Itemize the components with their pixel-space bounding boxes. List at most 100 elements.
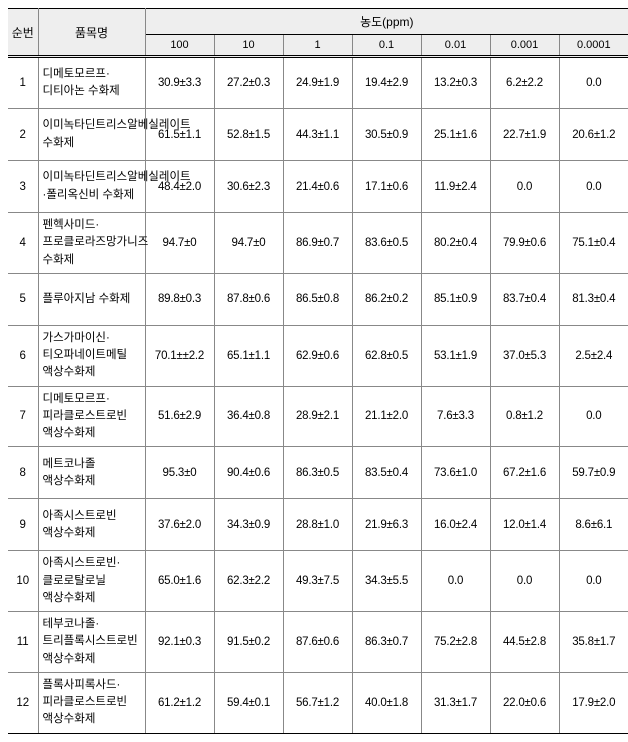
table-row: 4펜헥사미드·프로클로라즈망가니즈 수화제94.7±094.7±086.9±0.… bbox=[8, 213, 628, 274]
cell-value: 0.8±1.2 bbox=[490, 386, 559, 447]
cell-value: 44.3±1.1 bbox=[283, 109, 352, 161]
table-row: 12플록사피록사드·피라클로스트로빈 액상수화제61.2±1.259.4±0.1… bbox=[8, 672, 628, 733]
cell-value: 52.8±1.5 bbox=[214, 109, 283, 161]
cell-name: 펜헥사미드·프로클로라즈망가니즈 수화제 bbox=[38, 213, 145, 274]
cell-value: 48.4±2.0 bbox=[145, 161, 214, 213]
cell-value: 83.6±0.5 bbox=[352, 213, 421, 274]
cell-value: 30.6±2.3 bbox=[214, 161, 283, 213]
cell-value: 6.2±2.2 bbox=[490, 57, 559, 109]
cell-name: 메트코나졸 액상수화제 bbox=[38, 447, 145, 499]
cell-name: 테부코나졸·트리플록시스트로빈 액상수화제 bbox=[38, 612, 145, 673]
cell-value: 30.5±0.9 bbox=[352, 109, 421, 161]
cell-value: 21.4±0.6 bbox=[283, 161, 352, 213]
cell-value: 86.3±0.5 bbox=[283, 447, 352, 499]
cell-no: 1 bbox=[8, 57, 38, 109]
cell-no: 11 bbox=[8, 612, 38, 673]
cell-value: 59.7±0.9 bbox=[559, 447, 628, 499]
cell-value: 56.7±1.2 bbox=[283, 672, 352, 733]
cell-value: 0.0 bbox=[490, 161, 559, 213]
cell-name: 플루아지남 수화제 bbox=[38, 273, 145, 325]
cell-value: 11.9±2.4 bbox=[421, 161, 490, 213]
cell-value: 75.1±0.4 bbox=[559, 213, 628, 274]
cell-name: 디메토모르프·디티아논 수화제 bbox=[38, 57, 145, 109]
cell-value: 80.2±0.4 bbox=[421, 213, 490, 274]
header-conc-5: 0.001 bbox=[490, 35, 559, 57]
cell-value: 0.0 bbox=[559, 57, 628, 109]
cell-value: 0.0 bbox=[490, 551, 559, 612]
cell-value: 53.1±1.9 bbox=[421, 325, 490, 386]
cell-no: 4 bbox=[8, 213, 38, 274]
header-group: 농도(ppm) bbox=[145, 9, 628, 35]
cell-value: 27.2±0.3 bbox=[214, 57, 283, 109]
cell-value: 67.2±1.6 bbox=[490, 447, 559, 499]
data-table: 순번 품목명 농도(ppm) 100 10 1 0.1 0.01 0.001 0… bbox=[8, 8, 628, 734]
cell-value: 8.6±6.1 bbox=[559, 499, 628, 551]
header-no: 순번 bbox=[8, 9, 38, 57]
cell-value: 95.3±0 bbox=[145, 447, 214, 499]
cell-value: 85.1±0.9 bbox=[421, 273, 490, 325]
table-row: 10아족시스트로빈·클로로탈로닐 액상수화제65.0±1.662.3±2.249… bbox=[8, 551, 628, 612]
table-row: 5플루아지남 수화제89.8±0.387.8±0.686.5±0.886.2±0… bbox=[8, 273, 628, 325]
cell-value: 28.8±1.0 bbox=[283, 499, 352, 551]
cell-value: 13.2±0.3 bbox=[421, 57, 490, 109]
cell-value: 79.9±0.6 bbox=[490, 213, 559, 274]
cell-no: 12 bbox=[8, 672, 38, 733]
cell-value: 65.1±1.1 bbox=[214, 325, 283, 386]
cell-value: 24.9±1.9 bbox=[283, 57, 352, 109]
cell-value: 28.9±2.1 bbox=[283, 386, 352, 447]
cell-value: 17.1±0.6 bbox=[352, 161, 421, 213]
cell-value: 61.2±1.2 bbox=[145, 672, 214, 733]
cell-value: 65.0±1.6 bbox=[145, 551, 214, 612]
cell-value: 90.4±0.6 bbox=[214, 447, 283, 499]
cell-value: 87.6±0.6 bbox=[283, 612, 352, 673]
cell-value: 30.9±3.3 bbox=[145, 57, 214, 109]
cell-value: 0.0 bbox=[421, 551, 490, 612]
cell-name: 플록사피록사드·피라클로스트로빈 액상수화제 bbox=[38, 672, 145, 733]
cell-value: 86.2±0.2 bbox=[352, 273, 421, 325]
cell-no: 8 bbox=[8, 447, 38, 499]
cell-no: 6 bbox=[8, 325, 38, 386]
cell-value: 22.0±0.6 bbox=[490, 672, 559, 733]
cell-value: 21.9±6.3 bbox=[352, 499, 421, 551]
cell-value: 92.1±0.3 bbox=[145, 612, 214, 673]
cell-value: 0.0 bbox=[559, 551, 628, 612]
cell-value: 87.8±0.6 bbox=[214, 273, 283, 325]
table-row: 6가스가마이신·티오파네이트메틸 액상수화제70.1±±2.265.1±1.16… bbox=[8, 325, 628, 386]
cell-value: 73.6±1.0 bbox=[421, 447, 490, 499]
table-row: 3이미녹타딘트리스알베실레이트·폴리옥신비 수화제48.4±2.030.6±2.… bbox=[8, 161, 628, 213]
table-row: 11테부코나졸·트리플록시스트로빈 액상수화제92.1±0.391.5±0.28… bbox=[8, 612, 628, 673]
cell-value: 22.7±1.9 bbox=[490, 109, 559, 161]
cell-value: 94.7±0 bbox=[145, 213, 214, 274]
cell-no: 9 bbox=[8, 499, 38, 551]
header-conc-4: 0.01 bbox=[421, 35, 490, 57]
cell-value: 49.3±7.5 bbox=[283, 551, 352, 612]
cell-value: 21.1±2.0 bbox=[352, 386, 421, 447]
cell-value: 25.1±1.6 bbox=[421, 109, 490, 161]
cell-value: 16.0±2.4 bbox=[421, 499, 490, 551]
cell-no: 10 bbox=[8, 551, 38, 612]
cell-value: 59.4±0.1 bbox=[214, 672, 283, 733]
cell-value: 62.8±0.5 bbox=[352, 325, 421, 386]
cell-value: 17.9±2.0 bbox=[559, 672, 628, 733]
cell-value: 51.6±2.9 bbox=[145, 386, 214, 447]
cell-value: 86.3±0.7 bbox=[352, 612, 421, 673]
cell-value: 7.6±3.3 bbox=[421, 386, 490, 447]
cell-value: 44.5±2.8 bbox=[490, 612, 559, 673]
header-conc-3: 0.1 bbox=[352, 35, 421, 57]
cell-no: 7 bbox=[8, 386, 38, 447]
cell-value: 86.9±0.7 bbox=[283, 213, 352, 274]
cell-value: 0.0 bbox=[559, 386, 628, 447]
cell-value: 19.4±2.9 bbox=[352, 57, 421, 109]
cell-value: 83.5±0.4 bbox=[352, 447, 421, 499]
table-row: 1디메토모르프·디티아논 수화제30.9±3.327.2±0.324.9±1.9… bbox=[8, 57, 628, 109]
header-conc-1: 10 bbox=[214, 35, 283, 57]
cell-value: 70.1±±2.2 bbox=[145, 325, 214, 386]
cell-name: 이미녹타딘트리스알베실레이트 수화제 bbox=[38, 109, 145, 161]
cell-value: 12.0±1.4 bbox=[490, 499, 559, 551]
cell-value: 61.5±1.1 bbox=[145, 109, 214, 161]
cell-value: 83.7±0.4 bbox=[490, 273, 559, 325]
table-row: 7디메토모르프·피라클로스트로빈 액상수화제51.6±2.936.4±0.828… bbox=[8, 386, 628, 447]
header-conc-2: 1 bbox=[283, 35, 352, 57]
cell-no: 2 bbox=[8, 109, 38, 161]
cell-name: 이미녹타딘트리스알베실레이트·폴리옥신비 수화제 bbox=[38, 161, 145, 213]
